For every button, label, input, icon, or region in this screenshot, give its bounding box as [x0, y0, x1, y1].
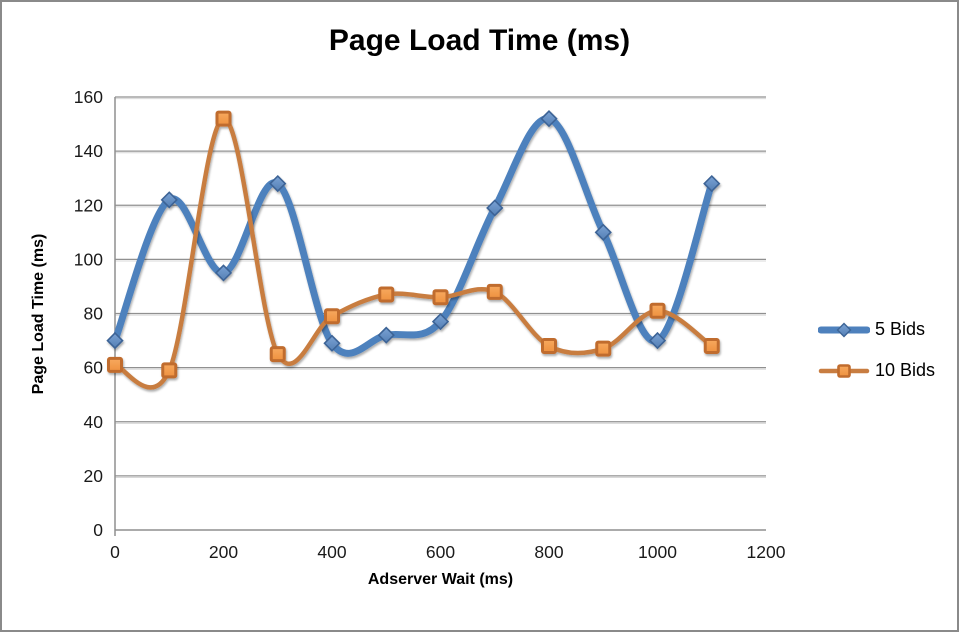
- gridlines: [115, 96, 766, 478]
- diamond-marker-5-bids: [214, 264, 233, 282]
- square-marker-10-bids: [703, 337, 720, 354]
- square-marker-10-bids: [649, 302, 666, 319]
- diamond-marker-5-bids: [540, 110, 558, 128]
- x-tick-label: 0: [110, 542, 120, 562]
- diamond-marker-5-bids: [486, 199, 504, 217]
- legend-diamond-line-icon: [818, 322, 870, 337]
- y-axis-title: Page Load Time (ms): [30, 233, 47, 395]
- square-marker-10-bids: [107, 356, 123, 373]
- diamond-marker-5-bids: [648, 331, 667, 350]
- y-tick-label: 0: [93, 520, 103, 540]
- square-marker-10-bids: [378, 286, 395, 303]
- x-tick-label: 1000: [638, 542, 677, 562]
- diamond-marker-5-bids: [431, 312, 450, 331]
- diamond-marker-5-bids: [377, 326, 395, 344]
- diamond-marker-5-bids: [703, 174, 721, 193]
- y-tick-label: 120: [74, 195, 103, 215]
- diamond-marker-5-bids: [106, 331, 124, 350]
- y-tick-label: 160: [74, 87, 103, 107]
- legend-label: 5 Bids: [875, 319, 926, 339]
- legend-item-10-bids: 10 Bids: [818, 360, 935, 381]
- legend-square-line-icon: [818, 363, 870, 378]
- legend-item-5-bids: 5 Bids: [818, 319, 935, 340]
- legend: 5 Bids 10 Bids: [818, 319, 935, 381]
- y-tick-label: 40: [84, 412, 104, 432]
- x-axis-title: Adserver Wait (ms): [367, 571, 514, 588]
- y-tick-label: 80: [84, 304, 104, 324]
- x-tick-label: 1200: [747, 542, 786, 562]
- series-line-5-bids: [111, 115, 716, 357]
- x-tick-label: 200: [209, 542, 238, 562]
- square-marker-10-bids: [324, 308, 340, 325]
- x-tick-label: 800: [534, 542, 563, 562]
- square-marker-10-bids: [215, 110, 232, 127]
- y-tick-label: 20: [84, 466, 104, 486]
- legend-label: 10 Bids: [875, 360, 936, 380]
- diamond-marker-5-bids: [323, 334, 341, 352]
- square-marker-10-bids: [541, 337, 557, 354]
- square-marker-10-bids: [432, 289, 449, 306]
- square-marker-10-bids: [161, 362, 178, 379]
- square-marker-10-bids: [486, 283, 503, 300]
- chart-title: Page Load Time (ms): [328, 24, 631, 57]
- y-tick-label: 100: [74, 249, 103, 269]
- square-marker-10-bids: [269, 346, 286, 363]
- y-tick-label: 60: [84, 358, 104, 378]
- y-tick-label: 140: [74, 141, 103, 161]
- series-5-bids: [106, 110, 721, 357]
- diamond-marker-5-bids: [269, 174, 287, 193]
- x-tick-label: 600: [426, 542, 455, 562]
- diamond-marker-5-bids: [160, 191, 178, 209]
- square-marker-10-bids: [595, 340, 612, 357]
- series-10-bids: [107, 110, 720, 390]
- x-tick-label: 400: [317, 542, 346, 562]
- diamond-marker-5-bids: [594, 223, 612, 241]
